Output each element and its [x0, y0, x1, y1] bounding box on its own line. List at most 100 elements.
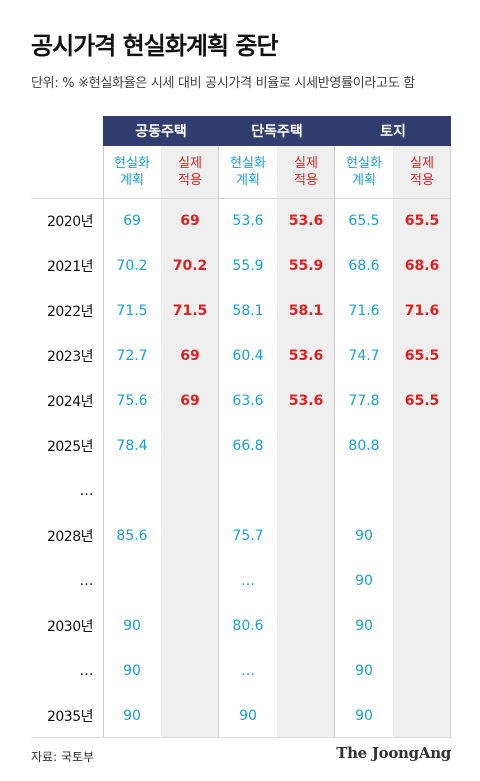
group-header: 공동주택 [103, 116, 219, 146]
plan-value: 90 [123, 617, 141, 634]
row-year-label: 2021년 [46, 258, 94, 275]
row-year-label: 2020년 [46, 213, 94, 230]
actual-value [393, 693, 451, 738]
row-year-label: 2030년 [46, 618, 94, 635]
subheader-plan: 현실화 계획 [230, 156, 266, 188]
chart-title: 공시가격 현실화계획 중단 [31, 32, 279, 60]
plan-value: 72.7 [116, 347, 148, 364]
row-year-label: 2024년 [46, 393, 94, 410]
table-bottom-line [31, 737, 451, 738]
actual-value: 70.2 [172, 257, 208, 274]
actual-value: 55.9 [288, 257, 324, 274]
plan-value: 69 [123, 212, 141, 229]
plan-value: 80.8 [348, 437, 380, 454]
actual-value [277, 603, 335, 648]
actual-value [277, 558, 335, 603]
source-note: 자료: 국토부 [31, 750, 95, 764]
actual-value [161, 468, 219, 513]
plan-value: 60.4 [232, 347, 264, 364]
actual-value [393, 648, 451, 693]
plan-value [103, 468, 161, 513]
actual-value [277, 648, 335, 693]
actual-value [277, 693, 335, 738]
plan-value: 90 [355, 662, 373, 679]
subheader-plan: 현실화 계획 [114, 156, 150, 188]
actual-value [393, 558, 451, 603]
data-table: 공동주택 단독주택 토지 현실화 계획 실제 적용 현실화 계획 실제 적용 현실화 계획 실제 적용 202… [31, 116, 451, 738]
plan-value: 58.1 [232, 302, 264, 319]
actual-column-shade [161, 146, 219, 738]
actual-value [393, 513, 451, 558]
plan-value: 90 [355, 617, 373, 634]
subheader-plan: 현실화 계획 [346, 156, 382, 188]
row-year-label: 2023년 [46, 348, 94, 365]
group-separator [334, 146, 335, 738]
actual-value [277, 423, 335, 468]
plan-value: 80.6 [232, 617, 264, 634]
plan-value [335, 468, 393, 513]
subheader-actual: 실제 적용 [294, 156, 318, 188]
plan-value: 90 [355, 527, 373, 544]
actual-column-shade [393, 146, 451, 738]
group-separator [450, 146, 451, 738]
row-year-label: 2022년 [46, 303, 94, 320]
plan-value: 90 [355, 572, 373, 589]
actual-value: 65.5 [404, 392, 440, 409]
group-header: 단독주택 [219, 116, 335, 146]
actual-value: 53.6 [288, 392, 324, 409]
actual-value [393, 423, 451, 468]
plan-value: 77.8 [348, 392, 380, 409]
actual-value: 69 [180, 392, 200, 409]
plan-value: 90 [123, 707, 141, 724]
plan-value: 78.4 [116, 437, 148, 454]
actual-value [161, 423, 219, 468]
actual-value: 71.6 [404, 302, 440, 319]
row-year-label: 2028년 [46, 528, 94, 545]
header-divider [31, 198, 451, 199]
plan-value: 71.5 [116, 302, 148, 319]
plan-value: 65.5 [348, 212, 380, 229]
plan-value [103, 558, 161, 603]
plan-value: 90 [355, 707, 373, 724]
actual-value: 69 [180, 347, 200, 364]
plan-value: 85.6 [116, 527, 148, 544]
actual-value: 53.6 [288, 212, 324, 229]
actual-value [161, 513, 219, 558]
row-year-label: 2025년 [46, 438, 94, 455]
plan-value: 53.6 [232, 212, 264, 229]
actual-value [393, 468, 451, 513]
actual-value: 58.1 [288, 302, 324, 319]
row-year-label: … [79, 662, 94, 679]
actual-value: 65.5 [404, 347, 440, 364]
unit-note: 단위: % ※현실화율은 시세 대비 공시가격 비율로 시세반영률이라고도 함 [31, 76, 415, 91]
row-year-label: 2035년 [46, 708, 94, 725]
actual-value: 65.5 [404, 212, 440, 229]
plan-value: … [241, 572, 255, 589]
plan-value: 66.8 [232, 437, 264, 454]
actual-value: 69 [180, 212, 200, 229]
plan-value: 75.6 [116, 392, 148, 409]
actual-value [161, 558, 219, 603]
actual-value: 53.6 [288, 347, 324, 364]
group-separator [103, 146, 104, 738]
group-separator [218, 146, 219, 738]
plan-value: … [241, 662, 255, 679]
row-year-label: … [79, 482, 94, 499]
plan-value: 90 [239, 707, 257, 724]
actual-value [161, 648, 219, 693]
group-header: 토지 [335, 116, 451, 146]
plan-value: 63.6 [232, 392, 264, 409]
plan-value: 71.6 [348, 302, 380, 319]
actual-value [161, 603, 219, 648]
plan-value: 55.9 [232, 257, 264, 274]
row-year-label: … [79, 572, 94, 589]
publisher-logo: The JoongAng [336, 744, 451, 762]
subheader-actual: 실제 적용 [410, 156, 434, 188]
plan-value: 70.2 [116, 257, 148, 274]
plan-value: 68.6 [348, 257, 380, 274]
actual-value [393, 603, 451, 648]
actual-value [277, 468, 335, 513]
actual-value: 71.5 [172, 302, 208, 319]
actual-column-shade [277, 146, 335, 738]
actual-value [161, 693, 219, 738]
